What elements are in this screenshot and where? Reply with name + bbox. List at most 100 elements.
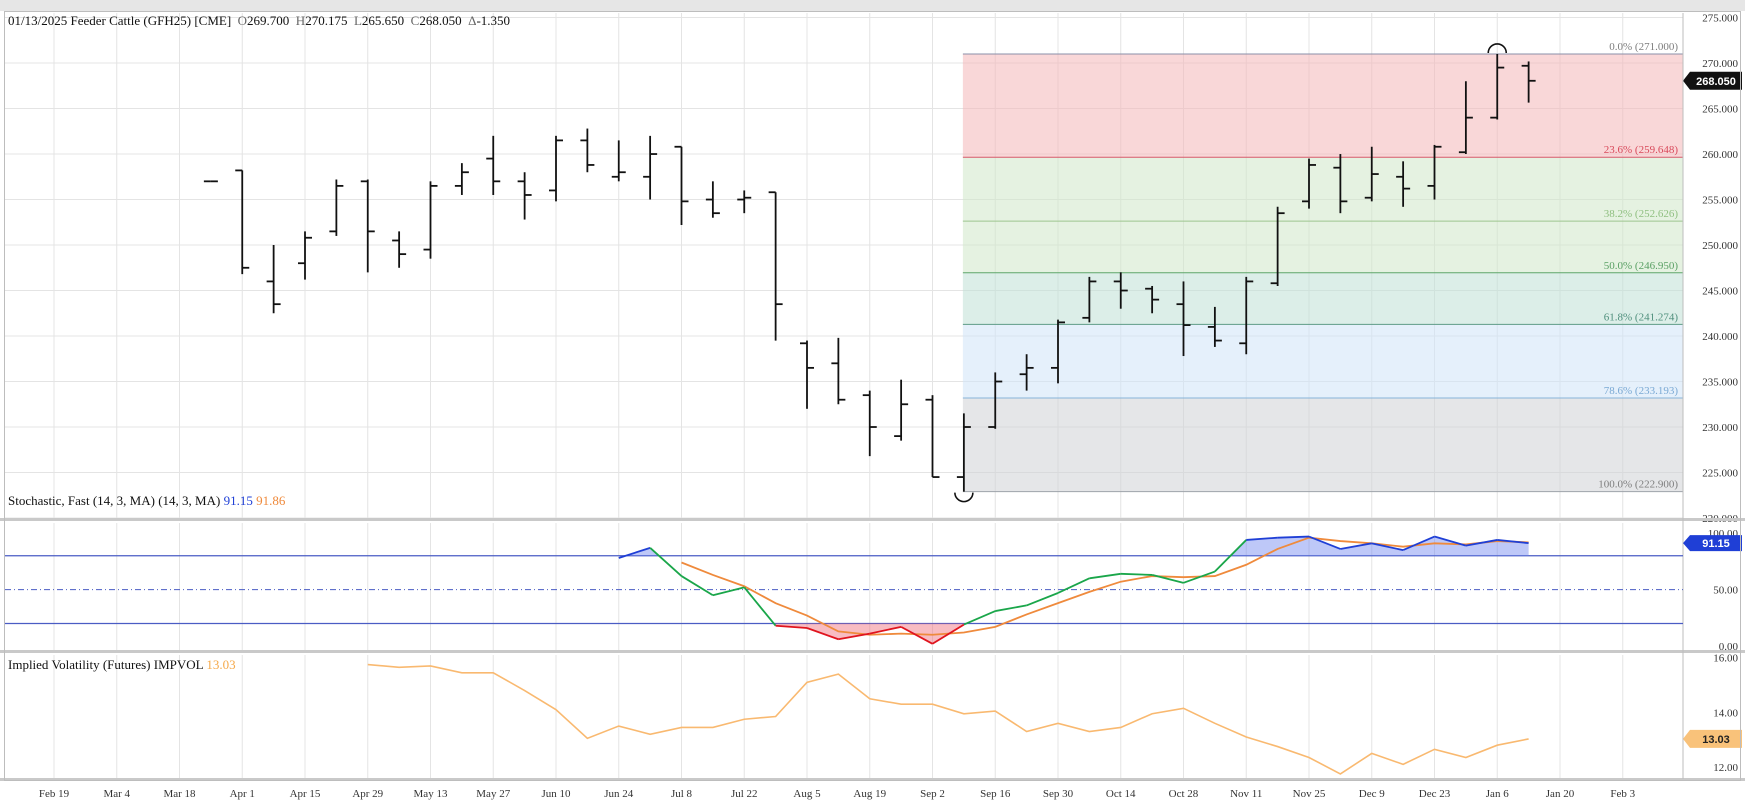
stochastic-k-segment xyxy=(775,624,808,629)
stochastic-k-segment xyxy=(1340,542,1372,550)
ohlc-bar xyxy=(329,179,344,236)
bottom-strip xyxy=(0,782,1745,812)
header-close: 268.050 xyxy=(419,13,462,28)
ohlc-bar xyxy=(1333,154,1348,214)
price-axis-tick-label: 230.000 xyxy=(1702,422,1738,434)
price-axis-tick-label: 275.000 xyxy=(1702,13,1738,25)
fibonacci-zone xyxy=(962,397,1683,492)
price-axis-tick-label: 260.000 xyxy=(1702,149,1738,161)
price-axis-tick-label: 240.000 xyxy=(1702,331,1738,343)
ohlc-bar xyxy=(674,145,689,226)
ohlc-bar xyxy=(1521,61,1536,103)
pane-separator xyxy=(0,518,1745,521)
stochastic-axis-tick-label: 50.00 xyxy=(1713,585,1738,597)
x-axis-tick-label: Aug 5 xyxy=(793,788,821,800)
stochastic-k-segment xyxy=(1308,535,1341,550)
stochastic-k-segment xyxy=(681,575,714,597)
stochastic-k-segment xyxy=(1120,572,1153,576)
fibonacci-level-label: 78.6% (233.193) xyxy=(1604,385,1679,397)
ohlc-bar xyxy=(831,337,846,405)
top-strip xyxy=(0,0,1745,11)
x-axis-tick-label: Jul 8 xyxy=(671,788,693,800)
iv-label: Implied Volatility (Futures) IMPVOL xyxy=(8,657,204,672)
ohlc-bar xyxy=(768,191,783,341)
fibonacci-level-label: 50.0% (246.950) xyxy=(1604,260,1679,272)
ohlc-bar xyxy=(235,169,250,275)
iv-value-tag-text: 13.03 xyxy=(1702,734,1730,746)
stochastic-value-tag xyxy=(1683,535,1742,552)
fibonacci-zone xyxy=(962,221,1683,273)
header-low-key: L xyxy=(353,13,362,28)
header-open: 269.700 xyxy=(247,13,290,28)
ohlc-bar xyxy=(392,231,407,268)
x-axis-tick-label: Sep 16 xyxy=(980,788,1011,800)
price-header: 01/13/2025 Feeder Cattle (GFH25) [CME] O… xyxy=(8,13,510,29)
stochastic-k-segment xyxy=(1151,574,1184,584)
ohlc-bar xyxy=(611,140,626,182)
header-date: 01/13/2025 xyxy=(8,13,68,28)
stochastic-k-segment xyxy=(1089,572,1121,580)
x-axis-tick-label: Nov 11 xyxy=(1230,788,1262,800)
ohlc-bar xyxy=(705,181,720,218)
ohlc-bar xyxy=(580,128,595,173)
stochastic-k-segment xyxy=(838,632,870,641)
ohlc-bar xyxy=(800,340,814,409)
stochastic-k-segment xyxy=(1465,539,1498,547)
ohlc-bar xyxy=(1270,206,1285,286)
fibonacci-level-label: 0.0% (271.000) xyxy=(1609,41,1678,53)
swing-low-marker xyxy=(954,492,974,503)
x-axis-tick-label: Dec 9 xyxy=(1359,788,1385,800)
iv-value: 13.03 xyxy=(206,657,236,672)
ohlc-bar xyxy=(517,172,532,220)
ohlc-bar xyxy=(925,395,940,478)
stochastic-k-segment xyxy=(1183,570,1216,584)
x-axis-tick-label: Apr 15 xyxy=(290,788,321,800)
stochastic-k-segment xyxy=(869,625,902,635)
chart-border xyxy=(4,11,1741,781)
x-axis-tick-label: May 27 xyxy=(476,788,510,800)
stochastic-value-tag-text: 91.15 xyxy=(1702,538,1730,550)
ohlc-bar xyxy=(1302,158,1316,209)
iv-axis-tick-label: 16.00 xyxy=(1713,653,1738,665)
iv-value-tag xyxy=(1683,729,1742,748)
x-axis-tick-label: Apr 29 xyxy=(352,788,383,800)
ohlc-bar xyxy=(1051,319,1065,384)
x-axis-tick-label: Jul 22 xyxy=(731,788,758,800)
ohlc-bar xyxy=(549,135,563,202)
ohlc-bar xyxy=(643,135,658,200)
stochastic-k-segment xyxy=(743,586,777,627)
header-change: -1.350 xyxy=(476,13,511,28)
x-axis-tick-label: Aug 19 xyxy=(853,788,886,800)
ohlc-bar xyxy=(1082,276,1097,323)
header-instrument: Feeder Cattle (GFH25) [CME] xyxy=(70,13,232,28)
x-axis-tick-label: Feb 19 xyxy=(39,788,70,800)
fibonacci-zone xyxy=(962,272,1683,325)
stochastic-k-segment xyxy=(1434,535,1467,547)
ohlc-bar xyxy=(1396,161,1411,207)
x-axis-tick-label: May 13 xyxy=(414,788,448,800)
ohlc-bar xyxy=(956,413,971,492)
stochastic-k-segment xyxy=(1026,592,1059,607)
stochastic-k-segment xyxy=(900,626,933,645)
stochastic-k-segment xyxy=(1057,577,1090,594)
ohlc-bar xyxy=(988,372,1003,429)
ohlc-bar xyxy=(454,163,469,195)
stochastic-k-segment xyxy=(806,627,839,641)
ohlc-bar xyxy=(737,190,752,214)
price-axis-tick-label: 235.000 xyxy=(1702,377,1738,389)
fibonacci-zone xyxy=(962,53,1683,158)
ohlc-bar xyxy=(1458,81,1473,155)
price-axis-tick-label: 245.000 xyxy=(1702,286,1738,298)
x-axis-tick-label: Sep 2 xyxy=(920,788,945,800)
stochastic-d-value: 91.86 xyxy=(256,493,286,508)
header-change-key: Δ xyxy=(468,13,477,28)
ohlc-bar xyxy=(894,379,909,441)
stochastic-k-segment xyxy=(963,610,996,626)
header-low: 265.650 xyxy=(361,13,405,28)
fibonacci-level-label: 23.6% (259.648) xyxy=(1604,144,1679,156)
fibonacci-level-label: 100.0% (222.900) xyxy=(1598,479,1678,491)
implied-volatility-line xyxy=(367,663,1529,775)
iv-header: Implied Volatility (Futures) IMPVOL 13.0… xyxy=(8,657,236,673)
x-axis-tick-label: Apr 1 xyxy=(230,788,255,800)
